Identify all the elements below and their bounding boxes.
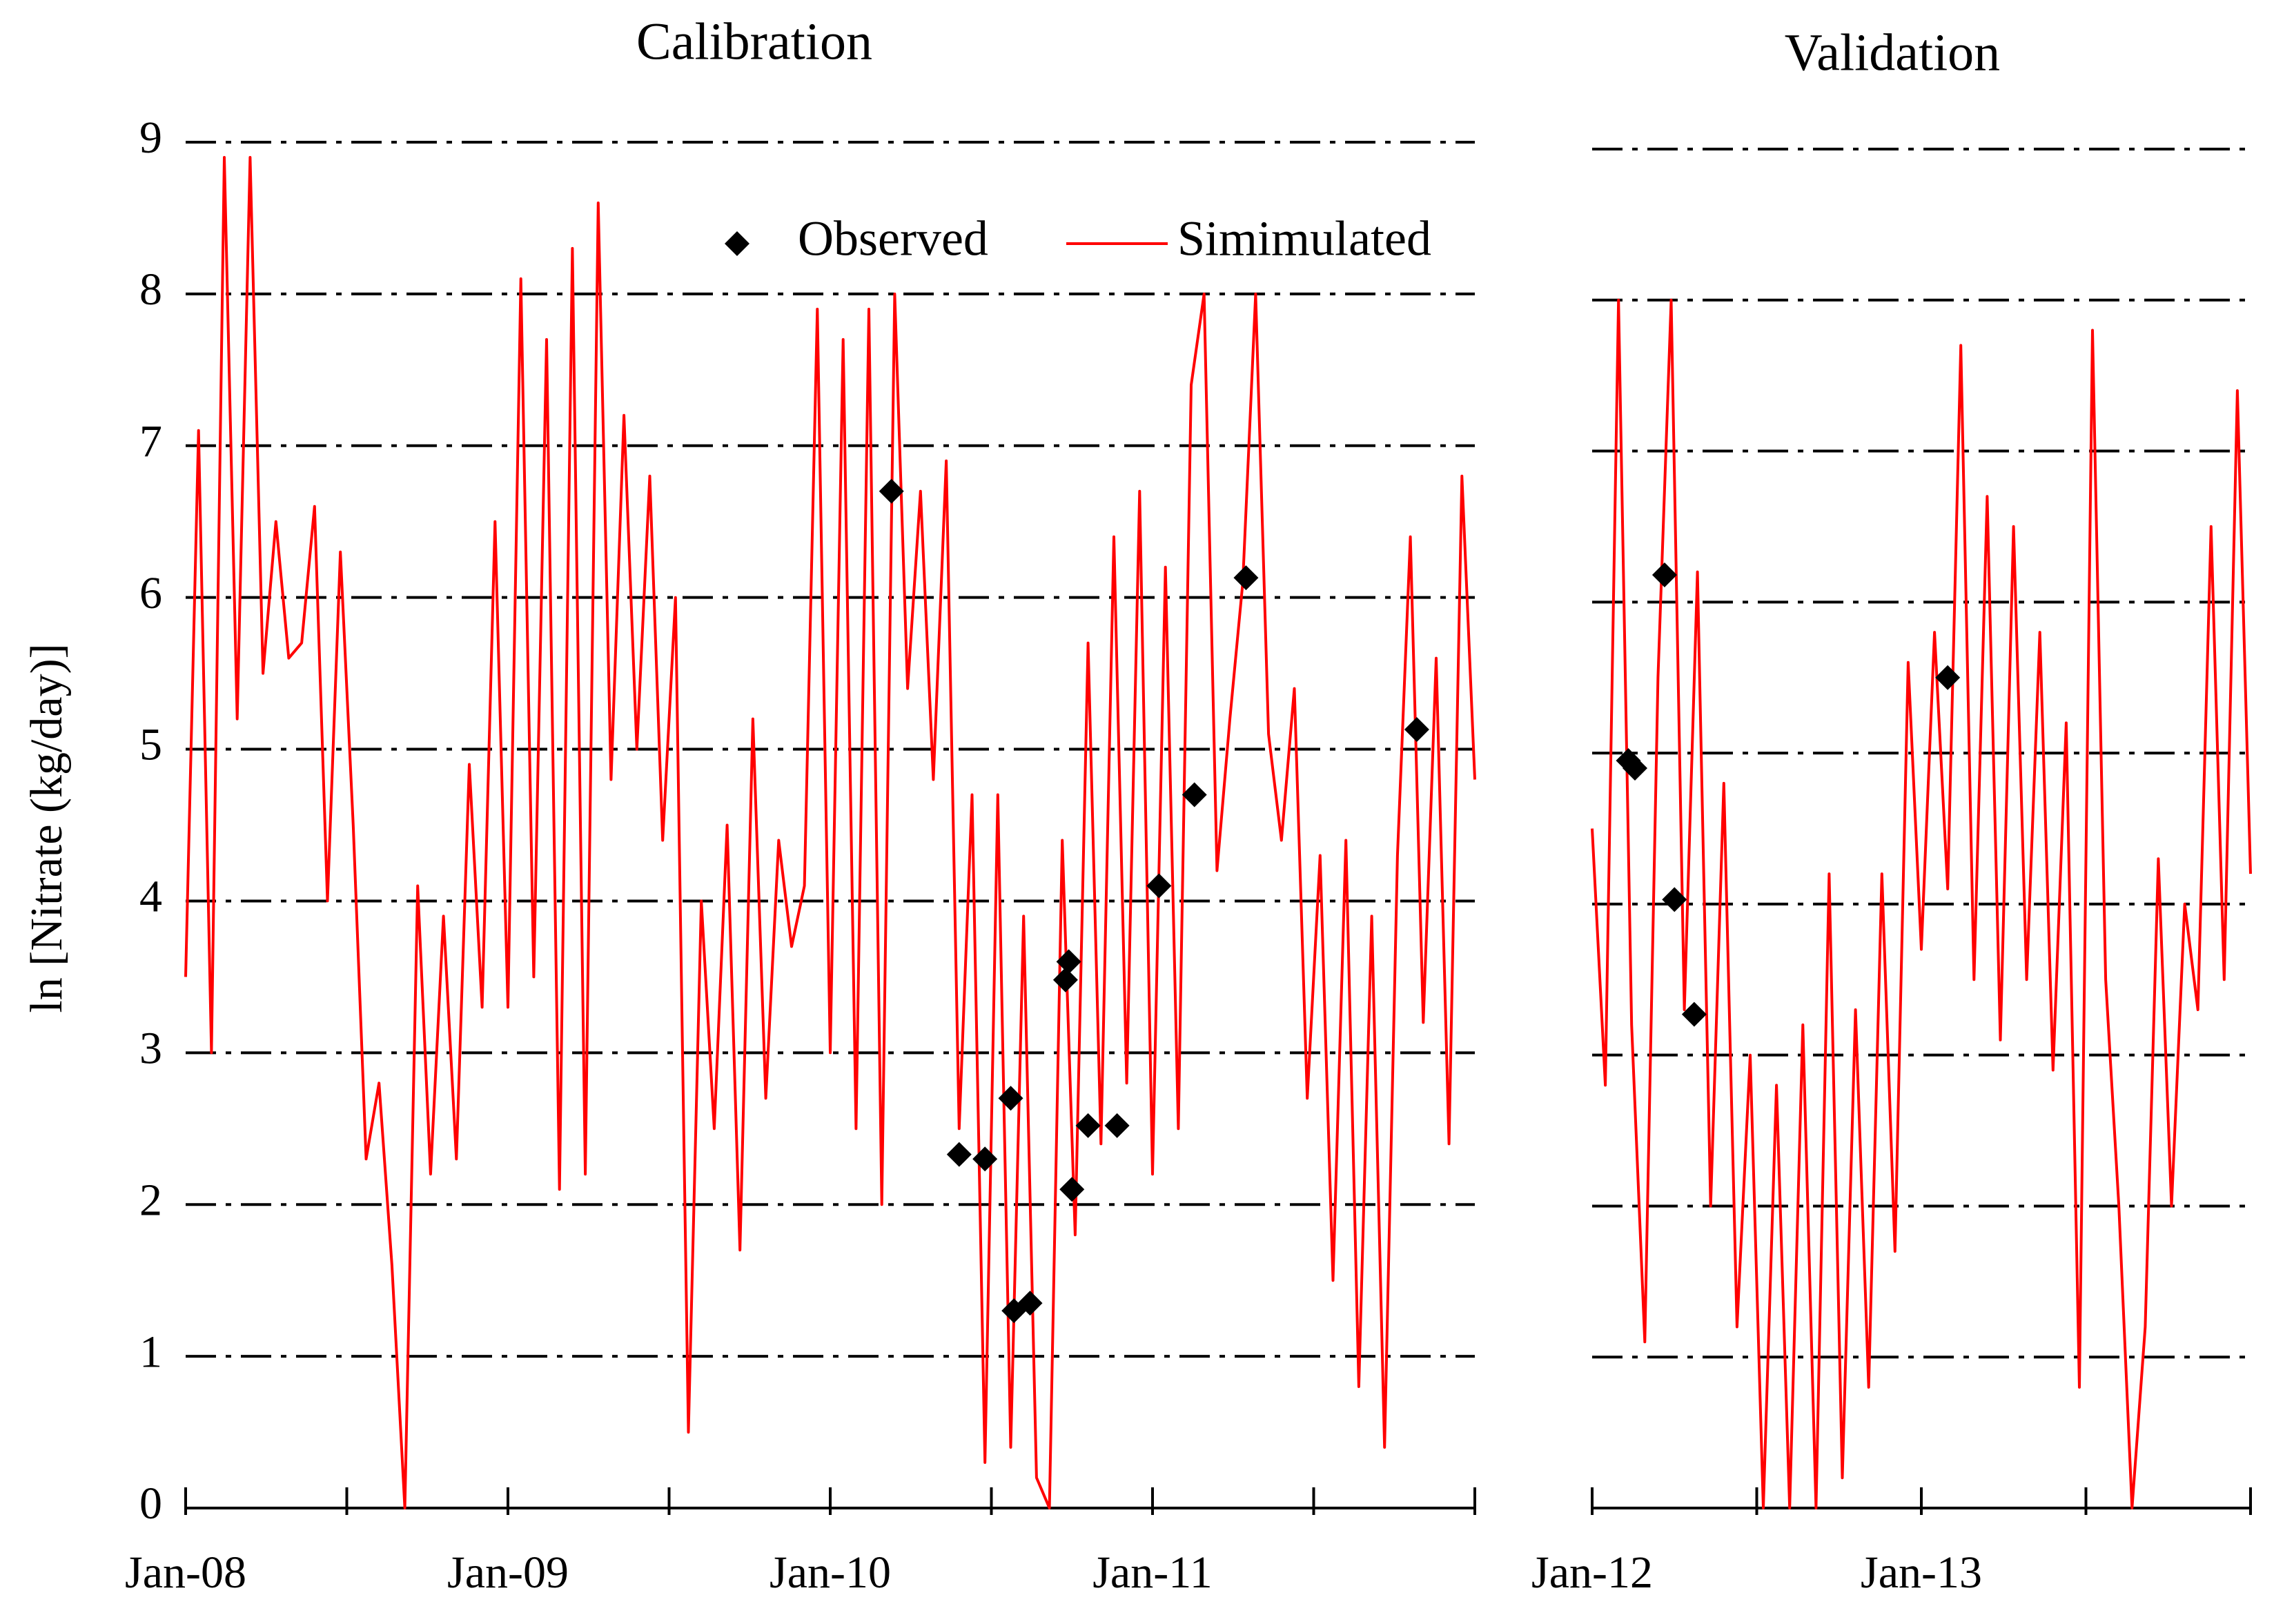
observed-point — [1404, 716, 1429, 742]
observed-point — [1681, 1001, 1707, 1027]
x-tick-label: Jan-11 — [1092, 1547, 1213, 1598]
observed-point — [1059, 1177, 1085, 1202]
x-tick-label: Jan-08 — [125, 1547, 246, 1598]
observed-point — [1233, 565, 1259, 591]
observed-point — [1052, 967, 1078, 992]
x-tick-label: Jan-09 — [447, 1547, 569, 1598]
observed-point — [879, 478, 904, 504]
observed-point — [972, 1146, 998, 1172]
observed-point — [1623, 755, 1648, 781]
x-tick-label: Jan-13 — [1861, 1547, 1982, 1598]
observed-point — [946, 1142, 972, 1167]
observed-point — [1182, 782, 1207, 808]
observed-point — [1056, 949, 1081, 975]
x-tick-label: Jan-12 — [1531, 1547, 1653, 1598]
y-tick-label: 3 — [139, 1023, 162, 1073]
observed-point — [998, 1086, 1023, 1111]
observed-point — [1651, 562, 1677, 587]
simulated-line — [184, 156, 1476, 1509]
chart-title: Validation — [1785, 23, 2000, 81]
legend-label: Observed — [798, 211, 988, 266]
x-tick-label: Jan-10 — [770, 1547, 891, 1598]
chart-title: Calibration — [636, 12, 872, 70]
y-tick-label: 0 — [139, 1478, 162, 1529]
legend-marker — [725, 231, 749, 256]
legend: Observed Simimulated — [725, 211, 1431, 266]
y-tick-label: 4 — [139, 872, 162, 922]
y-tick-label: 9 — [139, 112, 162, 163]
observed-point — [1935, 665, 1961, 690]
legend-label: Simimulated — [1177, 211, 1431, 266]
observed-point — [1104, 1113, 1130, 1138]
y-tick-label: 7 — [139, 416, 162, 467]
y-tick-label: 8 — [139, 264, 162, 315]
observed-point — [1017, 1291, 1043, 1316]
y-axis-label: ln [Nitrate (kg/day)] — [21, 643, 72, 1012]
y-tick-label: 1 — [139, 1327, 162, 1377]
observed-point — [1075, 1113, 1101, 1138]
observed-point — [1662, 887, 1687, 912]
simulated-line — [1591, 298, 2252, 1509]
observed-point — [1146, 873, 1172, 899]
y-tick-label: 6 — [139, 568, 162, 618]
y-tick-label: 2 — [139, 1175, 162, 1225]
y-tick-label: 5 — [139, 720, 162, 770]
